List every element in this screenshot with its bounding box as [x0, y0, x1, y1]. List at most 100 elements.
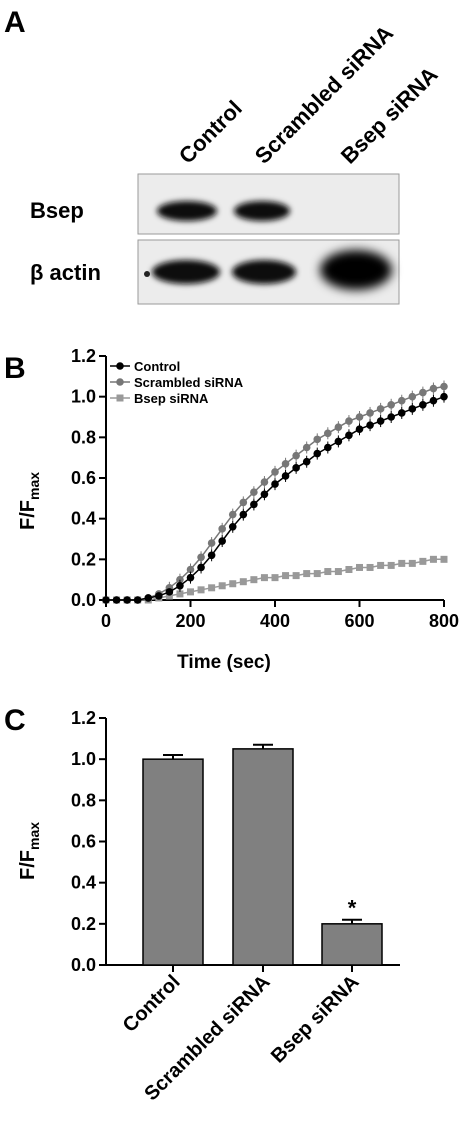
- bar-category-label: Control: [119, 971, 185, 1037]
- blot-row-label-actin: β actin: [30, 260, 101, 285]
- bar-chart-y-tick-label: 0.6: [71, 832, 96, 852]
- line-point: [281, 459, 290, 468]
- line-chart-y-tick-label: 0.8: [71, 427, 96, 447]
- band-actin-scrambled: [232, 260, 296, 284]
- line-point: [397, 409, 406, 417]
- line-point: [292, 464, 300, 472]
- line-point: [186, 565, 195, 574]
- line-point: [176, 590, 184, 598]
- line-point: [260, 478, 269, 486]
- line-point: [419, 401, 427, 409]
- bar-chart-y-tick-label: 1.0: [71, 749, 96, 769]
- line-point: [313, 435, 322, 444]
- line-chart-legend: Control Scrambled siRNA Bsep siRNA: [110, 359, 244, 406]
- line-point: [144, 594, 153, 602]
- line-point: [376, 417, 385, 425]
- significance-marker: *: [348, 896, 357, 921]
- line-point: [355, 425, 364, 434]
- line-point: [197, 553, 205, 562]
- legend-entry-scrambled: Scrambled siRNA: [134, 375, 244, 390]
- band-actin-bsep: [320, 250, 392, 290]
- line-point: [112, 596, 121, 604]
- line-point: [133, 596, 142, 604]
- line-chart-y-tick-label: 0.4: [71, 509, 96, 529]
- legend-marker: [116, 378, 124, 386]
- line-point: [366, 409, 374, 417]
- line-point: [313, 570, 321, 578]
- bar: [232, 748, 294, 966]
- line-chart: 0.0 0.2 0.4 0.6 0.8 1.0 1.2 0 200 400 600 800 Contr…: [17, 346, 459, 673]
- line-point: [387, 401, 395, 409]
- line-point: [155, 592, 163, 600]
- legend-marker: [116, 394, 124, 402]
- line-point: [345, 417, 353, 425]
- line-point: [419, 388, 427, 397]
- line-point: [302, 443, 311, 452]
- line-point: [176, 575, 184, 584]
- line-point: [334, 437, 343, 446]
- band-bsep-control: [157, 201, 217, 221]
- line-point: [398, 559, 406, 567]
- bar-chart-y-axis-label: F/Fmax: [17, 822, 42, 880]
- line-point: [324, 429, 332, 438]
- blot-image: [137, 173, 400, 305]
- line-point: [239, 578, 247, 586]
- lane-label-scrambled: Scrambled siRNA: [250, 20, 398, 168]
- line-chart-x-axis-label: Time (sec): [177, 652, 271, 673]
- line-chart-x-tick-label: 600: [344, 611, 374, 631]
- bar-chart-y-tick-label: 0.2: [71, 914, 96, 934]
- line-point: [440, 555, 448, 563]
- line-point: [366, 421, 374, 429]
- bar-chart-y-tick-label: 0.4: [71, 873, 96, 893]
- line-point: [334, 568, 342, 576]
- line-point: [165, 588, 174, 596]
- line-point: [292, 451, 300, 460]
- line-point: [218, 537, 226, 545]
- line-point: [334, 423, 343, 431]
- line-point: [377, 561, 385, 569]
- line-point: [281, 472, 290, 480]
- legend-marker: [116, 362, 124, 370]
- line-point: [239, 510, 248, 519]
- line-point: [250, 576, 258, 584]
- bar-chart: 0.0 0.2 0.4 0.6 0.8 1.0 1.2 * ControlScrambled…: [17, 708, 400, 1105]
- line-point: [102, 596, 110, 604]
- line-point: [187, 588, 194, 596]
- blot-row-label-bsep: Bsep: [30, 198, 84, 223]
- line-point: [345, 566, 353, 573]
- line-chart-x-tick-label: 800: [429, 611, 459, 631]
- line-point: [260, 490, 269, 499]
- line-series-0: [102, 390, 448, 604]
- bar-chart-y-tick-label: 0.8: [71, 790, 96, 810]
- line-point: [429, 384, 438, 393]
- line-point: [345, 431, 353, 440]
- line-point: [228, 510, 237, 519]
- line-chart-x-tick-label: 400: [260, 611, 290, 631]
- line-point: [271, 468, 279, 476]
- bar-chart-y-tick-label: 1.2: [71, 708, 96, 728]
- line-chart-x-tick-label: 0: [101, 611, 111, 631]
- line-point: [207, 539, 216, 547]
- blot-speck: [144, 271, 150, 277]
- line-point: [207, 551, 216, 560]
- line-point: [313, 449, 322, 458]
- line-chart-y-tick-label: 1.0: [71, 387, 96, 407]
- line-point: [355, 413, 364, 421]
- line-point: [239, 498, 248, 507]
- line-point: [271, 574, 279, 582]
- line-point: [429, 555, 437, 563]
- line-series-1: [102, 380, 448, 604]
- line-series-path: [106, 395, 445, 601]
- line-point: [218, 582, 226, 590]
- line-point: [229, 580, 237, 588]
- line-point: [303, 570, 311, 578]
- line-point: [165, 592, 173, 600]
- blot-lane-labels: Control Scrambled siRNA Bsep siRNA: [174, 20, 443, 168]
- line-point: [197, 563, 205, 572]
- line-point: [250, 488, 258, 497]
- bar-chart-ticks: 0.0 0.2 0.4 0.6 0.8 1.0 1.2: [71, 708, 353, 975]
- line-point: [408, 405, 417, 413]
- line-point: [324, 568, 332, 576]
- line-point: [408, 392, 417, 401]
